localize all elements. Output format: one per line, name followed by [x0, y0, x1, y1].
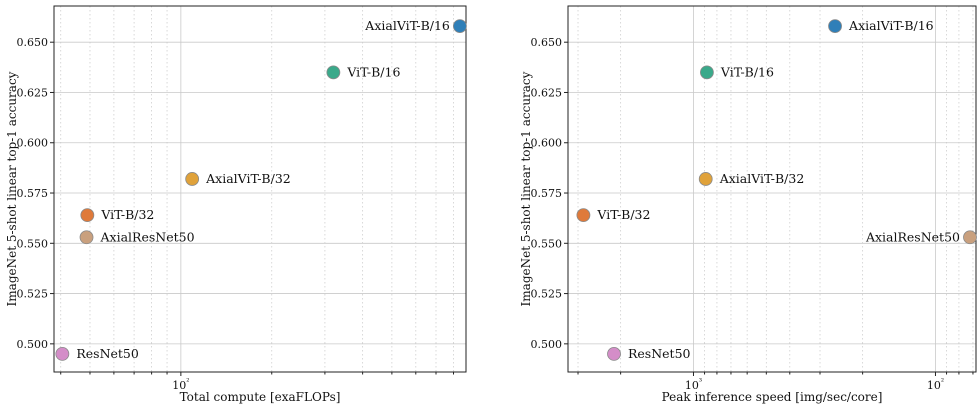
y-tick-label: 0.525 [17, 288, 49, 301]
point-label-resnet50: ResNet50 [628, 346, 691, 361]
point-label-axialvit-b-32: AxialViT-B/32 [719, 171, 805, 186]
y-axis-title: ImageNet 5-shot linear top-1 accuracy [519, 71, 533, 306]
point-resnet50 [55, 347, 70, 361]
grid [54, 6, 466, 375]
point-vit-b-16 [700, 65, 714, 80]
y-tick-label: 0.650 [17, 36, 49, 49]
y-tick-label: 0.550 [531, 237, 563, 250]
point-vit-b-32 [80, 208, 95, 223]
y-tick-label: 0.575 [17, 187, 49, 200]
point-resnet50 [607, 347, 621, 361]
point-label-axialvit-b-16: AxialViT-B/16 [848, 18, 934, 33]
y-tick-label: 0.625 [17, 86, 49, 99]
chart-panel-2: 0.500 0.525 0.550 0.575 0.600 0.625 0.650 10³ 10… [519, 5, 977, 404]
point-axialresnet50 [963, 230, 977, 245]
y-tick-label: 0.575 [531, 187, 563, 200]
y-tick-label: 0.625 [531, 86, 563, 99]
y-tick-label: 0.525 [531, 288, 563, 301]
point-axialvit-b-32 [698, 172, 713, 186]
point-label-axialvit-b-16: AxialViT-B/16 [364, 18, 450, 33]
point-label-axialvit-b-32: AxialViT-B/32 [205, 171, 291, 186]
point-axialresnet50 [79, 230, 94, 245]
point-vit-b-16 [326, 65, 341, 80]
x-axis-title: Peak inference speed [img/sec/core] [662, 390, 883, 404]
y-tick-label: 0.500 [17, 338, 49, 351]
grid [568, 6, 976, 375]
y-tick-label: 0.650 [531, 36, 563, 49]
x-tick-label: 10³ [685, 377, 702, 392]
y-tick-label: 0.500 [531, 338, 563, 351]
x-tick-label: 10² [172, 377, 189, 392]
y-tick-label: 0.600 [17, 137, 49, 150]
point-label-vit-b-16: ViT-B/16 [720, 64, 774, 79]
point-label-vit-b-16: ViT-B/16 [346, 64, 400, 79]
x-tick-label: 10² [927, 377, 944, 392]
chart-panel-1: 0.500 0.525 0.550 0.575 0.600 0.625 0.650 10²To… [5, 5, 467, 404]
point-label-vit-b-32: ViT-B/32 [596, 207, 650, 222]
x-axis-title: Total compute [exaFLOPs] [180, 390, 341, 404]
point-vit-b-32 [576, 208, 591, 223]
point-axialvit-b-16 [828, 19, 842, 34]
point-axialvit-b-32 [185, 172, 200, 186]
point-label-axialresnet50: AxialResNet50 [100, 229, 195, 244]
point-axialvit-b-16 [453, 19, 467, 34]
y-axis-title: ImageNet 5-shot linear top-1 accuracy [5, 71, 19, 306]
plot-frame [567, 5, 977, 373]
point-label-resnet50: ResNet50 [76, 346, 139, 361]
y-tick-label: 0.600 [531, 137, 563, 150]
plot-frame [53, 5, 467, 373]
point-label-vit-b-32: ViT-B/32 [100, 207, 154, 222]
point-label-axialresnet50: AxialResNet50 [865, 229, 960, 244]
y-tick-label: 0.550 [17, 237, 49, 250]
